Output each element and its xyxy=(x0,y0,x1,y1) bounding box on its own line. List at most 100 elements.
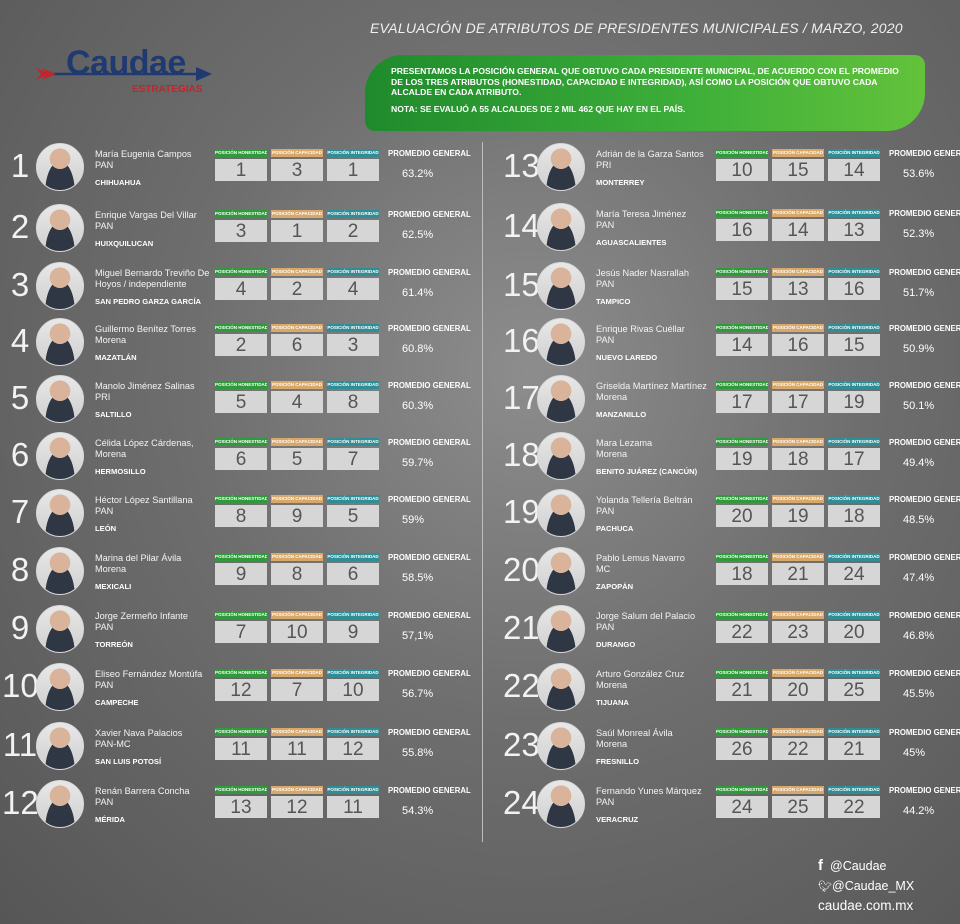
position-honestidad: POSICIÓN HONESTIDAD 5 xyxy=(215,381,267,413)
position-honestidad-value: 6 xyxy=(215,448,267,470)
mayor-row: 6 Célida López Cárdenas, Morena HERMOSILLO P… xyxy=(2,432,472,488)
mayor-party: MC xyxy=(596,563,611,574)
website-link[interactable]: caudae.com.mx xyxy=(818,898,914,913)
mayor-name-block: Xavier Nava Palacios PAN-MC xyxy=(95,728,215,749)
twitter-handle[interactable]: @Caudae_MX xyxy=(832,879,915,893)
position-capacidad-label: POSICIÓN CAPACIDAD xyxy=(772,611,824,619)
position-capacidad-value: 8 xyxy=(271,563,323,585)
mayor-name-block: Saúl Monreal Ávila Morena xyxy=(596,728,716,749)
rank-number: 1 xyxy=(10,147,30,184)
mayor-city: HERMOSILLO xyxy=(95,467,146,476)
mayor-row: 7 Héctor López Santillana PAN LEÓN POSICIÓN … xyxy=(2,489,472,545)
position-honestidad-value: 5 xyxy=(215,391,267,413)
position-integridad: POSICIÓN INTEGRIDAD 8 xyxy=(327,381,379,413)
general-average-label: PROMEDIO GENERAL xyxy=(388,669,471,678)
mayor-photo xyxy=(537,262,585,310)
twitter-icon: 🐦︎ xyxy=(818,881,832,893)
position-honestidad-value: 14 xyxy=(716,334,768,356)
general-average-label: PROMEDIO GENERAL xyxy=(388,438,471,447)
general-average-value: 58.5% xyxy=(402,572,434,584)
position-integridad-value: 21 xyxy=(828,738,880,760)
position-capacidad: POSICIÓN CAPACIDAD 18 xyxy=(772,438,824,470)
general-average-label: PROMEDIO GENERAL xyxy=(889,438,960,447)
position-capacidad-value: 21 xyxy=(772,563,824,585)
mayor-party: PAN xyxy=(596,505,615,516)
mayor-row: 10 Eliseo Fernández Montúfa PAN CAMPECHE POS… xyxy=(2,663,472,719)
mayor-name: Célida López Cárdenas, xyxy=(95,438,194,448)
position-capacidad: POSICIÓN CAPACIDAD 3 xyxy=(271,149,323,181)
mayor-city: MEXICALI xyxy=(95,582,132,591)
position-integridad-label: POSICIÓN INTEGRIDAD xyxy=(828,495,880,503)
position-capacidad-label: POSICIÓN CAPACIDAD xyxy=(772,209,824,217)
position-capacidad-label: POSICIÓN CAPACIDAD xyxy=(772,438,824,446)
position-integridad-value: 15 xyxy=(828,334,880,356)
general-average-label: PROMEDIO GENERAL xyxy=(889,324,960,333)
mayor-photo xyxy=(537,143,585,191)
rank-number: 20 xyxy=(503,551,540,588)
position-integridad-label: POSICIÓN INTEGRIDAD xyxy=(327,149,379,157)
general-average-label: PROMEDIO GENERAL xyxy=(889,209,960,218)
header-title: EVALUACIÓN DE ATRIBUTOS DE PRESIDENTES M… xyxy=(370,20,903,36)
position-honestidad: POSICIÓN HONESTIDAD 24 xyxy=(716,786,768,818)
position-honestidad: POSICIÓN HONESTIDAD 7 xyxy=(215,611,267,643)
general-average: PROMEDIO GENERAL 50.1% xyxy=(889,381,960,412)
position-integridad-label: POSICIÓN INTEGRIDAD xyxy=(327,210,379,218)
general-average: PROMEDIO GENERAL 51.7% xyxy=(889,268,960,299)
position-honestidad-value: 22 xyxy=(716,621,768,643)
general-average-value: 51.7% xyxy=(903,287,935,299)
position-capacidad-value: 2 xyxy=(271,278,323,300)
position-integridad-value: 19 xyxy=(828,391,880,413)
facebook-icon: f xyxy=(818,857,823,874)
position-honestidad: POSICIÓN HONESTIDAD 11 xyxy=(215,728,267,760)
mayor-party: PAN xyxy=(596,621,615,632)
mayor-party: Morena xyxy=(596,679,628,690)
mayor-name-block: Célida López Cárdenas, Morena xyxy=(95,438,215,459)
position-integridad: POSICIÓN INTEGRIDAD 25 xyxy=(828,669,880,701)
general-average-label: PROMEDIO GENERAL xyxy=(889,149,960,158)
position-capacidad: POSICIÓN CAPACIDAD 8 xyxy=(271,553,323,585)
position-integridad-label: POSICIÓN INTEGRIDAD xyxy=(828,268,880,276)
position-integridad-label: POSICIÓN INTEGRIDAD xyxy=(828,728,880,736)
general-average: PROMEDIO GENERAL 57,1% xyxy=(388,611,471,642)
position-honestidad-label: POSICIÓN HONESTIDAD xyxy=(215,268,267,276)
general-average-value: 50.9% xyxy=(903,343,935,355)
facebook-handle[interactable]: @Caudae xyxy=(830,859,887,873)
position-honestidad: POSICIÓN HONESTIDAD 20 xyxy=(716,495,768,527)
general-average-label: PROMEDIO GENERAL xyxy=(889,553,960,562)
position-honestidad: POSICIÓN HONESTIDAD 8 xyxy=(215,495,267,527)
position-capacidad-label: POSICIÓN CAPACIDAD xyxy=(271,438,323,446)
mayor-photo xyxy=(36,375,84,423)
position-honestidad: POSICIÓN HONESTIDAD 14 xyxy=(716,324,768,356)
position-honestidad-value: 4 xyxy=(215,278,267,300)
mayor-name: Marina del Pilar Ávila xyxy=(95,553,182,563)
mayor-party: PRI xyxy=(95,391,111,402)
rank-number: 17 xyxy=(503,379,540,416)
position-integridad: POSICIÓN INTEGRIDAD 17 xyxy=(828,438,880,470)
position-honestidad: POSICIÓN HONESTIDAD 26 xyxy=(716,728,768,760)
mayor-party: PAN xyxy=(95,220,114,231)
position-honestidad-label: POSICIÓN HONESTIDAD xyxy=(716,669,768,677)
general-average: PROMEDIO GENERAL 53.6% xyxy=(889,149,960,180)
position-capacidad-label: POSICIÓN CAPACIDAD xyxy=(772,268,824,276)
mayor-photo xyxy=(537,203,585,251)
position-honestidad-value: 2 xyxy=(215,334,267,356)
mayor-city: ZAPOPÁN xyxy=(596,582,634,591)
position-integridad-value: 25 xyxy=(828,679,880,701)
mayor-name-block: Fernando Yunes Márquez PAN xyxy=(596,786,716,807)
position-capacidad-value: 13 xyxy=(772,278,824,300)
position-integridad-value: 5 xyxy=(327,505,379,527)
general-average-label: PROMEDIO GENERAL xyxy=(388,324,471,333)
position-honestidad: POSICIÓN HONESTIDAD 21 xyxy=(716,669,768,701)
mayor-photo xyxy=(36,204,84,252)
position-capacidad: POSICIÓN CAPACIDAD 1 xyxy=(271,210,323,242)
position-capacidad-label: POSICIÓN CAPACIDAD xyxy=(271,495,323,503)
general-average-value: 56.7% xyxy=(402,688,434,700)
column-divider xyxy=(482,142,483,842)
logo-subtitle: ESTRATEGIAS xyxy=(132,84,203,95)
position-capacidad-value: 20 xyxy=(772,679,824,701)
mayor-photo xyxy=(36,663,84,711)
general-average: PROMEDIO GENERAL 44.2% xyxy=(889,786,960,817)
general-average: PROMEDIO GENERAL 45.5% xyxy=(889,669,960,700)
mayor-row: 14 María Teresa Jiménez PAN AGUASCALIENTES P… xyxy=(503,203,960,259)
mayor-name-block: Adrián de la Garza Santos PRI xyxy=(596,149,716,170)
